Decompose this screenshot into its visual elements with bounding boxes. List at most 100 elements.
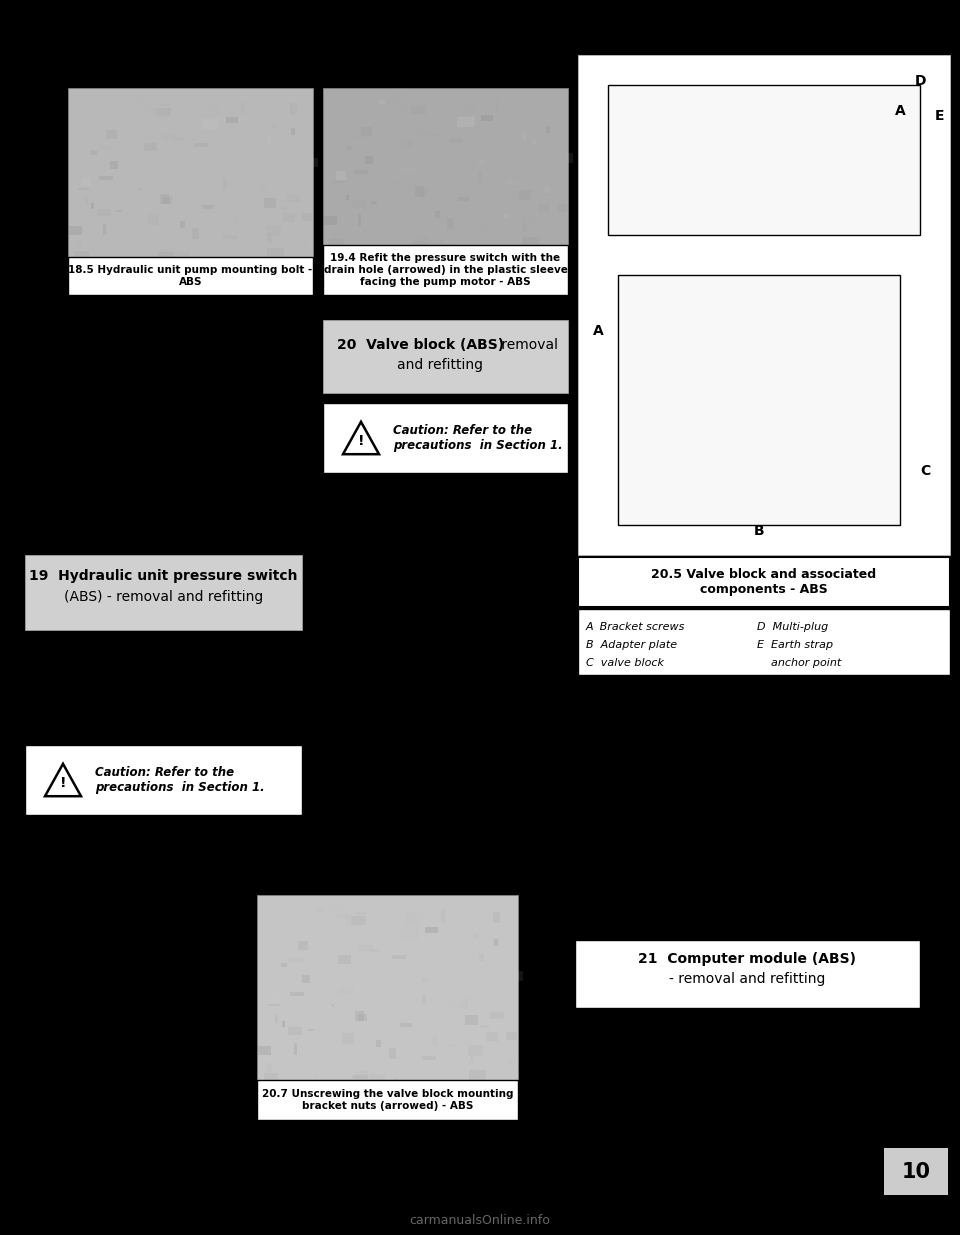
Text: !: !	[60, 776, 66, 789]
Bar	[103, 224, 106, 236]
Bar	[323, 403, 568, 473]
Bar	[371, 201, 377, 204]
Bar	[478, 172, 482, 183]
Bar	[474, 935, 479, 939]
Bar	[264, 198, 276, 207]
Text: Caution: Refer to the
precautions  in Section 1.: Caution: Refer to the precautions in Sec…	[393, 424, 563, 452]
Bar	[159, 194, 169, 204]
Bar	[538, 204, 550, 214]
Bar	[302, 976, 310, 983]
Bar	[156, 107, 171, 116]
Bar	[290, 104, 297, 115]
Bar	[68, 88, 313, 257]
Text: anchor point: anchor point	[756, 658, 841, 668]
Bar	[469, 1071, 486, 1079]
Bar	[469, 232, 473, 237]
Bar	[198, 256, 201, 263]
Text: 20.7 Unscrewing the valve block mounting
bracket nuts (arrowed) - ABS: 20.7 Unscrewing the valve block mounting…	[262, 1089, 514, 1110]
Bar	[358, 945, 372, 951]
Bar	[325, 162, 328, 164]
Bar	[516, 212, 520, 219]
Bar	[223, 164, 229, 169]
Bar	[338, 955, 351, 963]
Bar	[407, 106, 422, 116]
Text: E  Earth strap: E Earth strap	[756, 640, 832, 650]
Bar	[413, 1066, 417, 1070]
Bar	[25, 745, 302, 815]
Bar	[308, 1029, 314, 1031]
Bar	[559, 230, 564, 233]
Bar	[311, 158, 319, 168]
Bar	[431, 227, 439, 231]
Bar	[392, 955, 406, 960]
Bar	[78, 188, 90, 190]
Bar	[419, 914, 421, 923]
Bar	[575, 940, 920, 1008]
Bar	[490, 1011, 504, 1019]
Bar	[527, 121, 532, 125]
Bar	[395, 1078, 397, 1087]
Bar	[251, 186, 267, 193]
Bar	[159, 248, 173, 257]
Bar	[271, 993, 280, 1002]
Bar	[277, 207, 287, 210]
Bar	[452, 1003, 468, 1009]
Bar	[347, 195, 349, 200]
Bar	[472, 115, 475, 126]
Bar	[399, 929, 417, 939]
Text: 18.5 Hydraulic unit pump mounting bolt -
ABS: 18.5 Hydraulic unit pump mounting bolt -…	[68, 266, 313, 287]
Bar	[217, 90, 220, 99]
Bar	[416, 926, 419, 939]
Bar	[523, 224, 525, 230]
Bar	[410, 207, 413, 210]
Bar	[192, 227, 199, 238]
Bar	[143, 105, 155, 111]
Bar	[124, 101, 131, 105]
Bar	[493, 911, 500, 924]
Bar	[323, 245, 568, 295]
Bar	[468, 1061, 474, 1063]
Bar	[489, 1040, 500, 1042]
Bar	[553, 238, 569, 243]
Bar	[331, 231, 337, 240]
Bar	[411, 106, 426, 115]
Bar	[339, 989, 354, 994]
Bar	[468, 1045, 483, 1056]
Bar	[116, 210, 122, 212]
Bar	[464, 1041, 467, 1049]
Bar	[329, 240, 344, 248]
Bar	[174, 137, 185, 141]
Bar	[352, 141, 369, 146]
Bar	[163, 133, 178, 140]
Text: 21  Computer module (ABS): 21 Computer module (ABS)	[638, 952, 856, 966]
Bar	[502, 1072, 518, 1077]
Bar	[521, 215, 537, 226]
Bar	[281, 963, 287, 967]
Bar	[534, 156, 546, 165]
Bar	[425, 927, 438, 934]
Bar	[83, 235, 93, 243]
Bar	[220, 105, 223, 114]
Bar	[399, 140, 412, 147]
Text: 20.5 Valve block and associated
components - ABS: 20.5 Valve block and associated componen…	[652, 568, 876, 597]
Bar	[460, 998, 468, 1009]
Bar	[288, 1028, 301, 1035]
Bar	[217, 117, 220, 128]
Bar	[540, 210, 552, 214]
Bar	[91, 204, 94, 209]
Bar	[545, 126, 550, 132]
Bar	[481, 115, 493, 121]
Bar	[565, 153, 573, 163]
Text: C  valve block: C valve block	[586, 658, 664, 668]
Bar	[618, 275, 900, 525]
Bar	[466, 1015, 478, 1025]
Bar	[272, 1055, 283, 1065]
Bar	[429, 133, 440, 137]
Text: 19.4 Refit the pressure switch with the
drain hole (arrowed) in the plastic slee: 19.4 Refit the pressure switch with the …	[324, 253, 567, 287]
Bar	[393, 94, 404, 101]
Bar	[268, 182, 278, 186]
Text: D  Multi-plug: D Multi-plug	[756, 622, 828, 632]
Bar	[269, 233, 271, 241]
Bar	[257, 895, 518, 1079]
Bar	[479, 953, 484, 961]
